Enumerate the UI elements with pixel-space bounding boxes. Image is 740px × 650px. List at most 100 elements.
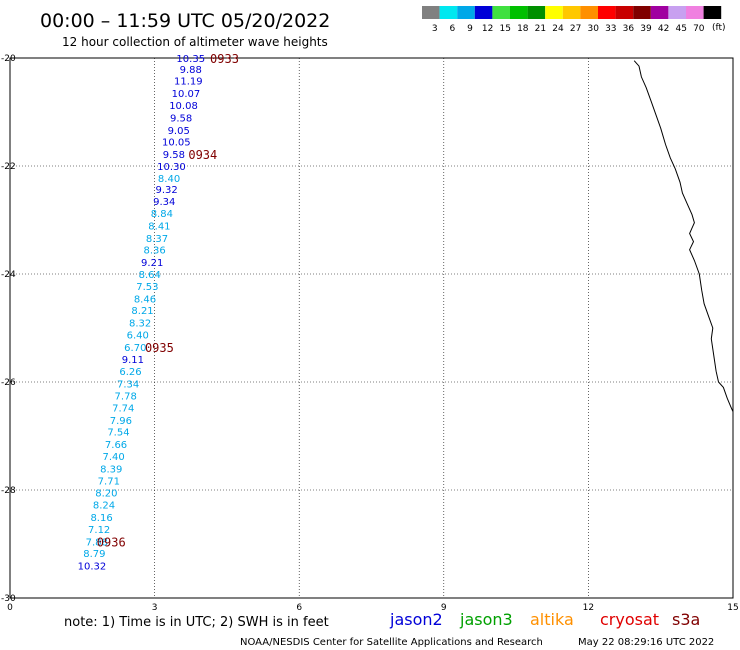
legend-label: 70 — [693, 24, 705, 34]
legend-swatch — [598, 6, 616, 19]
wave-height-label: 9.58 — [163, 150, 185, 161]
satellite-name: jason3 — [459, 610, 513, 629]
legend-label: 36 — [623, 24, 635, 34]
wave-height-label: 9.32 — [156, 185, 178, 196]
wave-height-labels: 10.359.8811.1910.0710.089.589.0510.059.5… — [78, 54, 205, 573]
legend-label: 39 — [640, 24, 652, 34]
satellite-name: cryosat — [600, 610, 659, 629]
wave-height-label: 6.70 — [124, 343, 146, 354]
legend-swatch — [686, 6, 704, 19]
legend-label: 27 — [570, 24, 581, 34]
wave-height-label: 10.08 — [169, 101, 198, 112]
legend-swatch — [422, 6, 440, 19]
satellite-legend: jason2 jason3 altika cryosat s3a — [389, 610, 700, 629]
wave-height-label: 7.66 — [105, 440, 127, 451]
tick-label-lat: -28 — [1, 486, 16, 496]
tick-label-lat: -24 — [1, 270, 16, 280]
satellite-name: s3a — [672, 610, 700, 629]
legend-label: 33 — [605, 24, 616, 34]
page-subtitle: 12 hour collection of altimeter wave hei… — [62, 35, 328, 49]
tick-label-lon: 0 — [7, 603, 13, 613]
legend-label: 24 — [552, 24, 564, 34]
legend-swatch — [510, 6, 528, 19]
tick-label-lat: -30 — [1, 594, 16, 604]
legend-swatch — [492, 6, 510, 19]
pass-time-label: 0935 — [145, 341, 174, 355]
wave-height-label: 8.41 — [148, 221, 170, 232]
legend-label: 12 — [482, 24, 493, 34]
wave-height-label: 7.88 — [86, 537, 108, 548]
tick-label-lon: 6 — [296, 603, 302, 613]
legend-swatch — [615, 6, 634, 19]
wave-height-label: 10.07 — [172, 89, 201, 100]
wave-height-label: 8.32 — [129, 319, 151, 330]
wave-height-label: 8.36 — [143, 246, 165, 257]
legend-swatch — [668, 6, 686, 19]
wave-height-label: 8.39 — [100, 464, 122, 475]
footer-credit: NOAA/NESDIS Center for Satellite Applica… — [240, 637, 543, 648]
legend-label: 15 — [499, 24, 510, 34]
color-scale-legend: 3 6 9 12 15 18 21 24 27 30 33 36 39 42 45 70 — [422, 6, 722, 34]
wave-height-label: 10.32 — [78, 562, 107, 573]
wave-height-label: 7.54 — [107, 428, 129, 439]
wave-height-label: 7.78 — [115, 392, 137, 403]
wave-height-label: 7.53 — [136, 282, 158, 293]
legend-swatch — [457, 6, 475, 19]
map-grid — [10, 58, 733, 598]
wave-height-label: 8.24 — [93, 501, 115, 512]
tick-label-lon: 9 — [441, 603, 447, 613]
legend-swatch — [545, 6, 563, 19]
wave-height-label: 6.40 — [127, 330, 149, 341]
wave-height-label: 8.16 — [90, 513, 112, 524]
pass-time-label: 0934 — [188, 148, 217, 162]
wave-height-label: 7.74 — [112, 403, 134, 414]
wave-height-label: 10.30 — [157, 162, 186, 173]
wave-height-label: 8.40 — [158, 174, 180, 185]
legend-unit: (ft) — [712, 23, 726, 33]
footer-note: note: 1) Time is in UTC; 2) SWH is in fe… — [64, 615, 329, 630]
wave-height-label: 6.26 — [119, 367, 141, 378]
legend-swatch — [580, 6, 598, 19]
legend-label: 21 — [535, 24, 546, 34]
wave-height-label: 10.35 — [176, 54, 205, 65]
wave-height-label: 8.46 — [134, 294, 156, 305]
wave-height-label: 8.37 — [146, 234, 168, 245]
pass-time-labels: 0933 0934 0935 0936 — [97, 52, 239, 549]
tick-label-lon: 12 — [583, 603, 594, 613]
wave-height-label: 7.12 — [88, 525, 110, 536]
legend-swatch — [650, 6, 669, 19]
tick-label-lon: 3 — [152, 603, 158, 613]
legend-swatch — [439, 6, 458, 19]
legend-label: 42 — [658, 24, 669, 34]
wave-height-label: 7.40 — [102, 452, 124, 463]
legend-swatch — [562, 6, 581, 19]
tick-label-lat: -26 — [1, 378, 16, 388]
wave-height-label: 7.96 — [110, 416, 132, 427]
legend-label: 9 — [467, 24, 473, 34]
legend-swatch — [527, 6, 546, 19]
wave-height-label: 8.79 — [83, 549, 105, 560]
tick-label-lat: -20 — [1, 54, 16, 64]
wave-height-label: 8.21 — [131, 306, 153, 317]
wave-height-label: 9.88 — [180, 65, 202, 76]
footer-timestamp: May 22 08:29:16 UTC 2022 — [578, 637, 714, 648]
wave-height-label: 7.71 — [98, 476, 120, 487]
legend-swatch — [633, 6, 651, 19]
wave-height-label: 9.21 — [141, 258, 163, 269]
wave-height-label: 10.05 — [162, 138, 191, 149]
legend-swatch — [703, 6, 722, 19]
page-title: 00:00 – 11:59 UTC 05/20/2022 — [40, 10, 330, 32]
wave-height-label: 8.84 — [151, 209, 173, 220]
tick-label-lat: -22 — [1, 162, 16, 172]
satellite-name: jason2 — [389, 610, 443, 629]
legend-label: 18 — [517, 24, 529, 34]
wave-height-label: 8.20 — [95, 489, 117, 500]
pass-time-label: 0933 — [210, 52, 239, 66]
wave-height-label: 8.64 — [139, 270, 161, 281]
legend-label: 3 — [432, 24, 438, 34]
map-frame — [9, 57, 734, 599]
wave-height-label: 9.05 — [168, 126, 190, 137]
map-axis-ticks: 0 3 6 9 12 15 -20 -22 -24 -26 -28 -30 — [1, 54, 739, 613]
wave-height-label: 7.34 — [117, 380, 139, 391]
